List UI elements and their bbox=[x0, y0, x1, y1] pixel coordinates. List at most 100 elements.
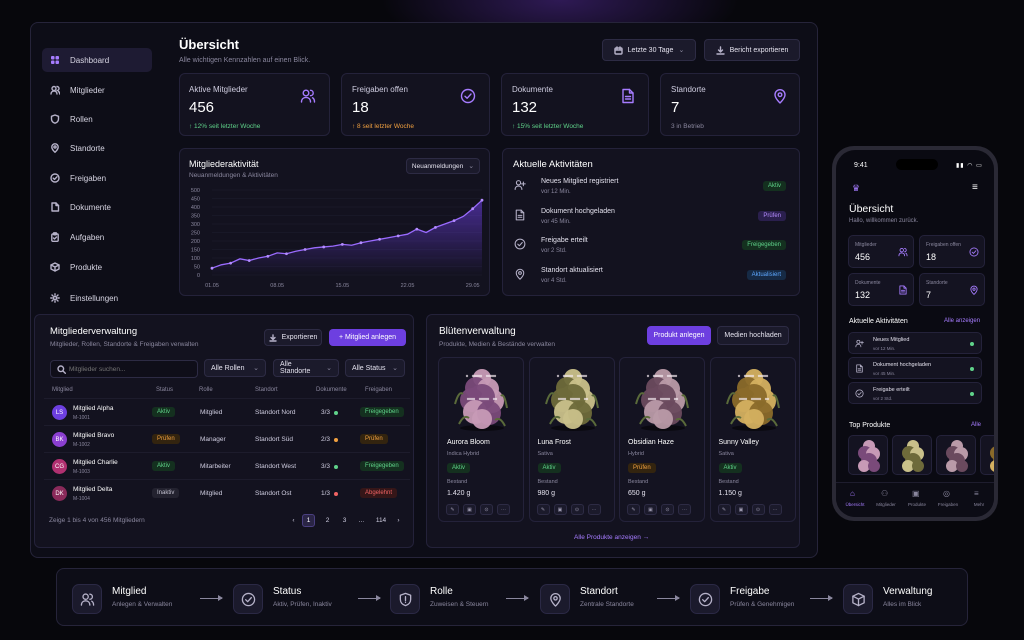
member-search[interactable] bbox=[50, 360, 198, 378]
period-select[interactable]: Letzte 30 Tage ⌄ bbox=[602, 39, 696, 61]
sidebar-item-label: Aufgaben bbox=[70, 232, 105, 242]
check-circle-icon bbox=[460, 88, 476, 104]
flow-icon-box bbox=[233, 584, 263, 614]
image-icon[interactable]: ▣ bbox=[644, 504, 657, 515]
sidebar-item-rollen[interactable]: Rollen bbox=[42, 107, 152, 131]
more-icon[interactable]: ⋯ bbox=[678, 504, 691, 515]
phone-nav-item[interactable]: Übersicht bbox=[845, 502, 865, 507]
x-tick-label: 22.05 bbox=[401, 283, 415, 289]
sidebar-item-einstellungen[interactable]: Einstellungen bbox=[42, 286, 152, 310]
data-point bbox=[285, 252, 288, 256]
table-row[interactable]: CG Mitglied Charlie M-1003 Aktiv Mitarbeiter… bbox=[44, 452, 410, 479]
product-card[interactable]: Obsidian Haze Hybrid Prüfen Bestand 650 g ✎ ▣ ⊙… bbox=[619, 357, 705, 522]
page-button[interactable]: › bbox=[397, 517, 400, 524]
activity-row[interactable]: Freigabe erteilt vor 2 Std. Freigegeben bbox=[512, 232, 792, 260]
image-icon[interactable]: ▣ bbox=[463, 504, 476, 515]
map-pin-icon bbox=[774, 89, 786, 104]
product-type: Sativa bbox=[718, 451, 734, 457]
column-header[interactable]: Freigaben bbox=[365, 387, 393, 393]
stock-label: Bestand bbox=[628, 479, 649, 485]
sidebar-item-produkte[interactable]: Produkte bbox=[42, 255, 152, 279]
column-header[interactable]: Standort bbox=[255, 387, 278, 393]
page-button[interactable]: ‹ bbox=[292, 517, 295, 524]
edit-icon[interactable]: ✎ bbox=[717, 504, 731, 515]
activity-row[interactable]: Neues Mitglied registriert vor 12 Min. Akt… bbox=[512, 173, 792, 201]
table-row[interactable]: DK Mitglied Delta M-1004 Inaktiv Mitglied Sta… bbox=[44, 479, 410, 506]
flow-title: Status bbox=[273, 586, 302, 597]
sidebar-item-dashboard[interactable]: Dashboard bbox=[42, 48, 152, 72]
all-products-link[interactable]: Alle Produkte anzeigen → bbox=[574, 534, 650, 541]
product-status-badge: Aktiv bbox=[718, 463, 742, 473]
page-button[interactable]: 2 bbox=[325, 517, 330, 524]
add-product-button[interactable]: Produkt anlegen bbox=[647, 326, 711, 345]
sidebar-item-standorte[interactable]: Standorte bbox=[42, 136, 152, 160]
phone-nav-item[interactable]: Freigaben bbox=[937, 502, 959, 507]
sidebar-item-mitglieder[interactable]: Mitglieder bbox=[42, 78, 152, 102]
phone-nav-item[interactable]: Mitglieder bbox=[876, 502, 896, 507]
products-title: Blütenverwaltung bbox=[439, 326, 516, 337]
more-icon[interactable]: ⋯ bbox=[768, 504, 782, 515]
upload-media-button[interactable]: Medien hochladen bbox=[717, 326, 789, 345]
page-button[interactable]: ... bbox=[358, 517, 365, 524]
stock-value: 1.150 g bbox=[718, 490, 742, 497]
flow-title: Freigabe bbox=[730, 586, 770, 597]
phone-product-thumb[interactable] bbox=[892, 435, 932, 475]
file-icon bbox=[622, 88, 634, 104]
page-button[interactable]: 3 bbox=[342, 517, 347, 524]
phone-product-thumb[interactable] bbox=[980, 435, 994, 475]
image-icon[interactable]: ▣ bbox=[734, 504, 748, 515]
map-pin-icon bbox=[970, 285, 978, 295]
chart-filter-select[interactable]: Neuanmeldungen ⌄ bbox=[406, 158, 480, 174]
sidebar-item-freigaben[interactable]: Freigaben bbox=[42, 166, 152, 190]
export-members-button[interactable]: Exportieren bbox=[264, 329, 322, 346]
phone-kpi-value: 18 bbox=[926, 252, 937, 262]
chart-title: Mitgliederaktivität bbox=[189, 159, 259, 169]
page-button[interactable]: 1 bbox=[302, 514, 315, 527]
phone-activities-link[interactable]: Alle anzeigen bbox=[944, 318, 981, 324]
phone-product-thumb[interactable] bbox=[848, 435, 888, 475]
more-icon[interactable]: ⋯ bbox=[587, 504, 601, 515]
menu-icon[interactable]: ≡ bbox=[972, 182, 978, 193]
column-header[interactable]: Status bbox=[156, 387, 174, 393]
table-row[interactable]: BK Mitglied Bravo M-1002 Prüfen Manager Stand… bbox=[44, 425, 410, 452]
add-member-button[interactable]: + Mitglied anlegen bbox=[329, 329, 406, 346]
sidebar-item-label: Einstellungen bbox=[70, 293, 119, 303]
sidebar-item-dokumente[interactable]: Dokumente bbox=[42, 195, 152, 219]
phone-top-link[interactable]: Alle bbox=[971, 422, 982, 428]
phone-activity-row[interactable]: Neues Mitglied vor 12 Min. bbox=[848, 332, 982, 354]
image-icon[interactable]: ▣ bbox=[553, 504, 567, 515]
filter-select[interactable]: Alle Standorte ⌄ bbox=[273, 359, 339, 377]
column-header[interactable]: Mitglied bbox=[52, 387, 73, 393]
phone-activity-row[interactable]: Freigabe erteilt vor 2 Std. bbox=[848, 382, 982, 404]
activity-row[interactable]: Standort aktualisiert vor 4 Std. Aktualisi… bbox=[512, 262, 792, 290]
column-header[interactable]: Rolle bbox=[199, 387, 213, 393]
column-header[interactable]: Dokumente bbox=[316, 387, 347, 393]
release-badge: Prüfen bbox=[360, 434, 388, 444]
sidebar-item-aufgaben[interactable]: Aufgaben bbox=[42, 225, 152, 249]
phone-nav-item[interactable]: Mehr bbox=[973, 502, 985, 507]
view-icon[interactable]: ⊙ bbox=[751, 504, 765, 515]
phone-activity-title: Freigabe erteilt bbox=[873, 387, 910, 393]
table-row[interactable]: LS Mitglied Alpha M-1001 Aktiv Mitglied Stand… bbox=[44, 398, 410, 425]
product-card[interactable]: Sunny Valley Sativa Aktiv Bestand 1.150 g ✎ ▣ ⊙… bbox=[709, 357, 796, 522]
export-report-button[interactable]: Bericht exportieren bbox=[704, 39, 800, 61]
member-search-input[interactable] bbox=[69, 364, 193, 375]
edit-icon[interactable]: ✎ bbox=[627, 504, 640, 515]
phone-product-thumb[interactable] bbox=[936, 435, 976, 475]
filter-select[interactable]: Alle Status ⌄ bbox=[345, 359, 405, 377]
view-icon[interactable]: ⊙ bbox=[570, 504, 584, 515]
edit-icon[interactable]: ✎ bbox=[536, 504, 550, 515]
product-card[interactable]: Luna Frost Sativa Aktiv Bestand 980 g ✎ ▣ ⊙ ⋯ bbox=[528, 357, 615, 522]
product-card[interactable]: Aurora Bloom Indica Hybrid Aktiv Bestand 1.4… bbox=[438, 357, 524, 522]
product-image bbox=[946, 440, 968, 472]
page-button[interactable]: 114 bbox=[375, 517, 387, 524]
phone-activity-row[interactable]: Dokument hochgeladen vor 45 Min. bbox=[848, 357, 982, 379]
activity-row[interactable]: Dokument hochgeladen vor 45 Min. Prüfen bbox=[512, 203, 792, 231]
activity-time: vor 2 Std. bbox=[541, 248, 567, 254]
phone-nav-item[interactable]: Produkte bbox=[907, 502, 926, 507]
edit-icon[interactable]: ✎ bbox=[446, 504, 459, 515]
view-icon[interactable]: ⊙ bbox=[480, 504, 493, 515]
filter-select[interactable]: Alle Rollen ⌄ bbox=[204, 359, 266, 377]
view-icon[interactable]: ⊙ bbox=[661, 504, 674, 515]
more-icon[interactable]: ⋯ bbox=[497, 504, 510, 515]
